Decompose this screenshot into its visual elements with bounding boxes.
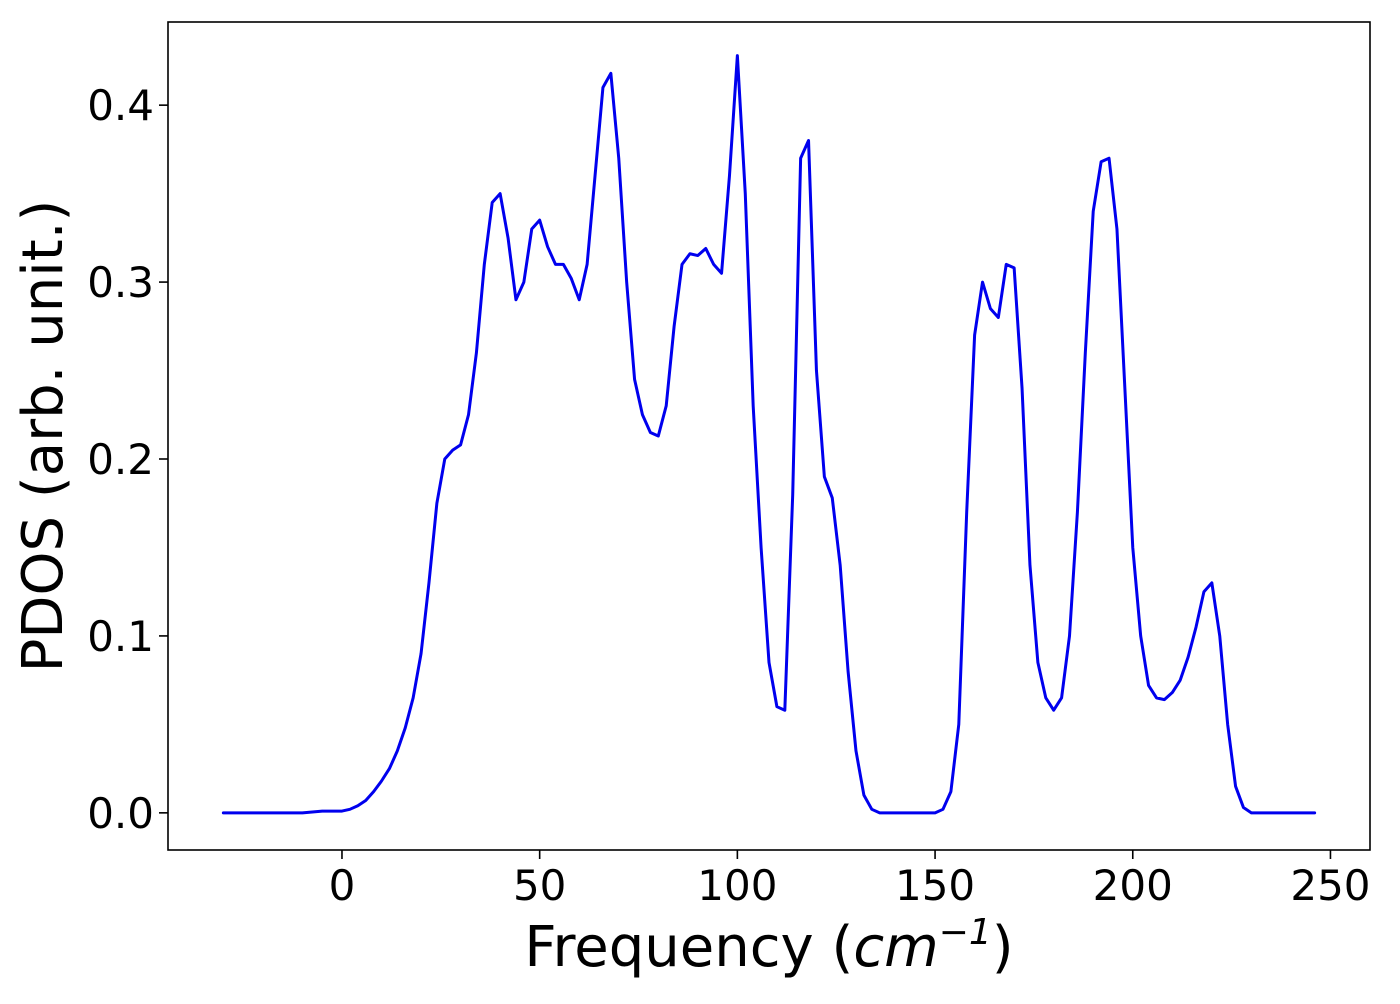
x-tick-label: 50 [513, 861, 566, 910]
x-axis-label-exponent: −1 [939, 912, 992, 953]
ticks-group: 0 50 100 150 200 250 0.0 0.1 0.2 0.3 0.4 [87, 81, 1370, 910]
x-axis-label-suffix: ) [992, 915, 1014, 980]
x-tick-label: 250 [1290, 861, 1370, 910]
y-axis-label: PDOS (arb. unit.) [11, 200, 76, 673]
y-tick-label: 0.0 [87, 789, 154, 838]
plot-area [168, 22, 1370, 850]
axes-frame [167, 21, 1371, 851]
series-group [221, 54, 1317, 815]
y-tick-label: 0.2 [87, 435, 154, 484]
x-axis-label: Frequency (cm−1) [524, 912, 1013, 980]
x-tick-label: 100 [697, 861, 777, 910]
pdos-series-line [221, 54, 1317, 815]
x-tick-label: 150 [895, 861, 975, 910]
y-tick-label: 0.3 [87, 258, 154, 307]
x-axis-label-prefix: Frequency ( [524, 915, 853, 980]
x-tick-label: 200 [1093, 861, 1173, 910]
x-tick-label: 0 [329, 861, 356, 910]
x-axis-label-unit: cm [853, 915, 938, 980]
y-tick-label: 0.1 [87, 612, 154, 661]
y-tick-label: 0.4 [87, 81, 154, 130]
